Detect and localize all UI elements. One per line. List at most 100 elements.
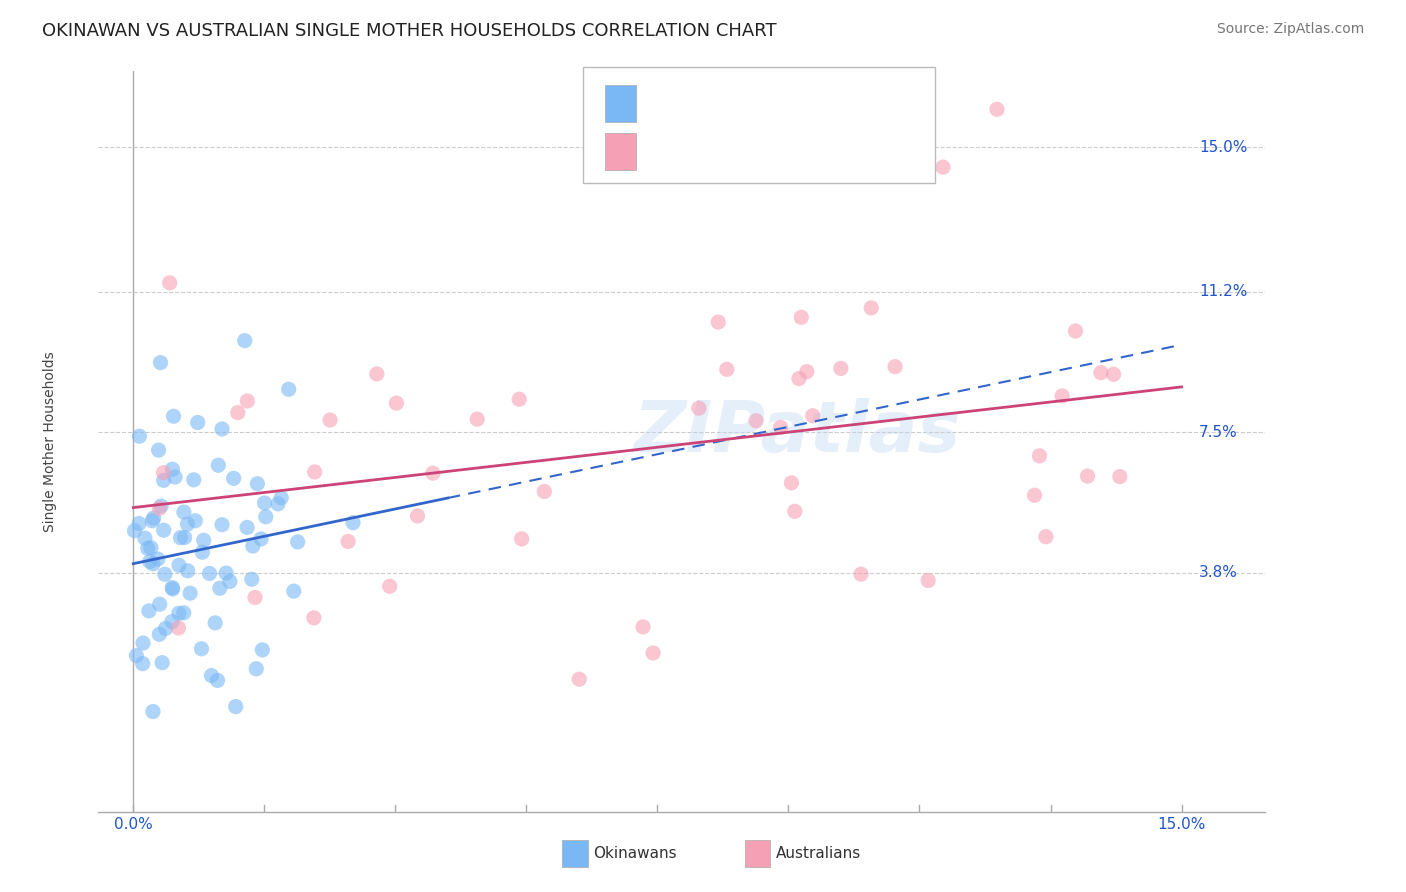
Text: 11.2%: 11.2% [1199,284,1247,299]
Point [179,586,201,600]
Point [801,409,824,423]
Point [510,532,533,546]
Point [198,566,221,581]
Text: 75: 75 [801,95,824,112]
Point [131,657,153,671]
Point [932,160,955,174]
Point [141,514,163,528]
Point [533,484,555,499]
Point [465,412,488,426]
Point [337,534,360,549]
Point [1035,530,1057,544]
Point [1028,449,1050,463]
Point [641,646,664,660]
Point [139,555,162,569]
Point [155,621,177,635]
Point [769,420,792,434]
Point [152,473,174,487]
Point [1102,368,1125,382]
Text: R =: R = [643,95,679,112]
Point [169,531,191,545]
Point [796,365,818,379]
Point [183,473,205,487]
Point [277,382,299,396]
Point [146,552,169,566]
Point [422,466,444,480]
Point [226,406,249,420]
Point [243,591,266,605]
Point [1108,469,1130,483]
Point [267,497,290,511]
Point [270,491,292,505]
Text: 15.0%: 15.0% [1199,140,1247,155]
Point [142,511,165,525]
Point [406,508,429,523]
Point [319,413,342,427]
Point [225,699,247,714]
Point [283,584,305,599]
Point [1090,366,1112,380]
Point [208,581,231,595]
Point [148,501,170,516]
Point [211,422,233,436]
Point [253,496,276,510]
Point [342,516,364,530]
Point [162,409,184,424]
Point [167,558,190,573]
Point [142,557,165,571]
Point [153,567,176,582]
Point [986,103,1008,117]
Point [1024,488,1046,502]
Point [152,466,174,480]
Point [207,673,229,688]
Point [187,416,209,430]
Text: 0.332: 0.332 [682,143,741,161]
Point [128,516,150,531]
Point [246,476,269,491]
Text: 15.0%: 15.0% [1157,817,1206,832]
Point [190,641,212,656]
Point [142,705,165,719]
Point [385,396,408,410]
Point [191,545,214,559]
Point [830,361,852,376]
Point [162,582,184,596]
Point [287,535,309,549]
Point [378,579,401,593]
Point [252,643,274,657]
Point [150,499,173,513]
Point [152,523,174,537]
Point [233,334,256,348]
Point [849,567,872,582]
Point [139,541,162,555]
Point [222,471,245,485]
Point [366,367,388,381]
Point [236,394,259,409]
Point [173,531,195,545]
Point [128,429,150,443]
Text: -0.006: -0.006 [682,95,741,112]
Point [134,531,156,545]
Point [150,656,173,670]
Point [176,564,198,578]
Point [173,606,195,620]
Text: Single Mother Households: Single Mother Households [42,351,56,532]
Point [148,627,170,641]
Point [136,541,159,556]
Point [787,371,810,385]
Point [707,315,730,329]
Point [162,462,184,476]
Point [218,574,240,589]
Point [160,581,183,595]
Text: 50: 50 [801,143,824,161]
Point [783,504,806,518]
Point [790,310,813,325]
Point [124,524,146,538]
Point [254,509,277,524]
Point [184,514,207,528]
Text: N =: N = [762,95,799,112]
Point [148,443,170,458]
Point [207,458,229,473]
Point [304,465,326,479]
Point [1076,469,1098,483]
